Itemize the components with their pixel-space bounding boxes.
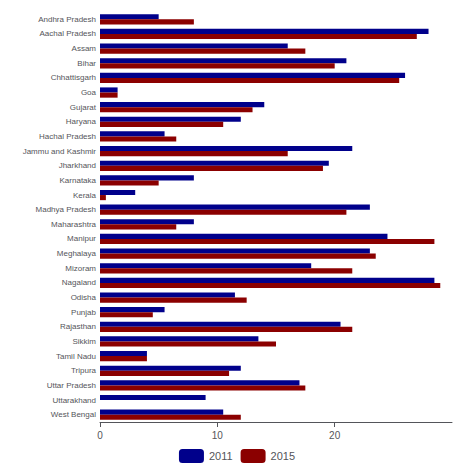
svg-text:Tamil Nadu: Tamil Nadu <box>56 352 96 361</box>
svg-text:20: 20 <box>329 430 341 441</box>
svg-text:Karnataka: Karnataka <box>60 176 97 185</box>
svg-text:Goa: Goa <box>81 88 97 97</box>
svg-text:Hachal Pradesh: Hachal Pradesh <box>39 132 96 141</box>
svg-text:Uttar Pradesh: Uttar Pradesh <box>47 381 96 390</box>
svg-text:Jammu and Kashmir: Jammu and Kashmir <box>23 147 97 156</box>
svg-text:2015: 2015 <box>271 450 295 462</box>
svg-text:Nagaland: Nagaland <box>62 278 96 287</box>
svg-text:Rajasthan: Rajasthan <box>60 322 96 331</box>
svg-text:10: 10 <box>212 430 224 441</box>
svg-text:Madhya Pradesh: Madhya Pradesh <box>36 205 96 214</box>
svg-text:Punjab: Punjab <box>71 308 96 317</box>
svg-text:Andhra Pradesh: Andhra Pradesh <box>38 15 96 24</box>
svg-text:Gujarat: Gujarat <box>70 103 97 112</box>
svg-text:Uttarakhand: Uttarakhand <box>52 396 96 405</box>
svg-text:2011: 2011 <box>209 450 233 462</box>
svg-text:Kerala: Kerala <box>73 191 97 200</box>
svg-text:West Bengal: West Bengal <box>51 410 96 419</box>
svg-text:Jharkhand: Jharkhand <box>59 161 96 170</box>
svg-text:Maharashtra: Maharashtra <box>51 220 96 229</box>
svg-text:Manipur: Manipur <box>67 234 96 243</box>
svg-text:Meghalaya: Meghalaya <box>57 249 97 258</box>
svg-text:Odisha: Odisha <box>71 293 97 302</box>
svg-text:0: 0 <box>97 430 103 441</box>
svg-text:Chhattisgarh: Chhattisgarh <box>51 73 96 82</box>
svg-text:Assam: Assam <box>72 44 97 53</box>
svg-text:Haryana: Haryana <box>66 117 97 126</box>
svg-text:Sikkim: Sikkim <box>72 337 96 346</box>
svg-text:Bihar: Bihar <box>77 59 96 68</box>
svg-text:Mizoram: Mizoram <box>65 264 96 273</box>
svg-text:Aachal Pradesh: Aachal Pradesh <box>40 29 96 38</box>
svg-text:Tripura: Tripura <box>71 366 97 375</box>
